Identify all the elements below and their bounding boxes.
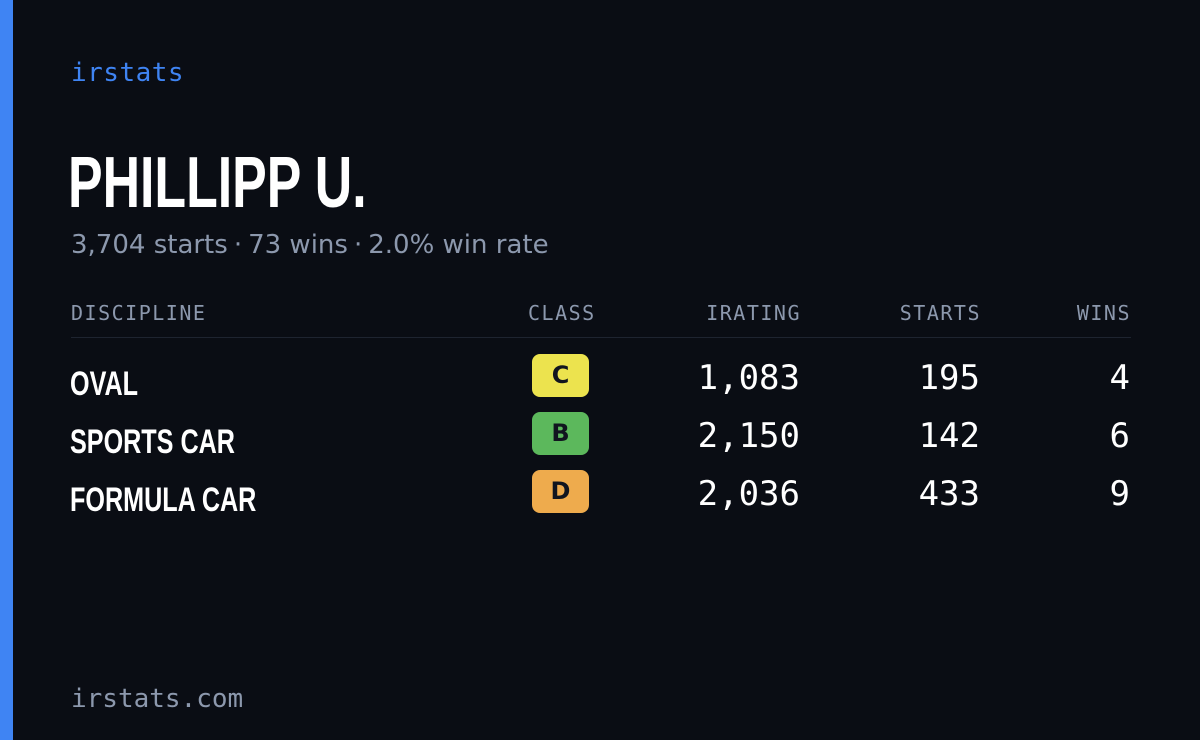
starts-value: 433 bbox=[918, 474, 980, 514]
license-class-badge: C bbox=[532, 354, 589, 397]
table-row: FORMULA CAR D 2,036 433 9 bbox=[70, 470, 1131, 528]
brand-logo-text: irstats bbox=[71, 58, 185, 88]
summary-separator: · bbox=[353, 230, 363, 260]
starts-value: 142 bbox=[918, 416, 980, 456]
irating-value: 1,083 bbox=[697, 358, 800, 398]
wins-value: 4 bbox=[1109, 358, 1130, 398]
irating-value: 2,150 bbox=[697, 416, 800, 456]
wins-value: 6 bbox=[1109, 416, 1130, 456]
column-header-wins: WINS bbox=[1076, 301, 1131, 325]
license-class-badge: B bbox=[532, 412, 589, 455]
column-header-irating: IRATING bbox=[706, 301, 801, 325]
accent-bar bbox=[0, 0, 13, 740]
summary-separator: · bbox=[233, 230, 243, 260]
license-class-badge: D bbox=[532, 470, 589, 513]
discipline-name: FORMULA CAR bbox=[70, 481, 257, 519]
table-header: DISCIPLINE CLASS IRATING STARTS WINS bbox=[71, 300, 1131, 338]
starts-value: 195 bbox=[918, 358, 980, 398]
column-header-discipline: DISCIPLINE bbox=[71, 301, 207, 325]
wins-value: 9 bbox=[1109, 474, 1130, 514]
summary-starts: 3,704 starts bbox=[71, 230, 228, 260]
column-header-starts: STARTS bbox=[899, 301, 981, 325]
column-header-class: CLASS bbox=[528, 301, 596, 325]
player-summary: 3,704 starts · 73 wins · 2.0% win rate bbox=[71, 228, 549, 262]
table-row: OVAL C 1,083 195 4 bbox=[70, 354, 1131, 412]
discipline-name: OVAL bbox=[70, 365, 139, 403]
summary-win-rate: 2.0% win rate bbox=[368, 230, 549, 260]
summary-wins: 73 wins bbox=[248, 230, 348, 260]
footer-url: irstats.com bbox=[71, 684, 244, 714]
irating-value: 2,036 bbox=[697, 474, 800, 514]
discipline-name: SPORTS CAR bbox=[70, 423, 235, 461]
player-name: PHILLIPP U. bbox=[68, 143, 367, 223]
table-row: SPORTS CAR B 2,150 142 6 bbox=[70, 412, 1131, 470]
